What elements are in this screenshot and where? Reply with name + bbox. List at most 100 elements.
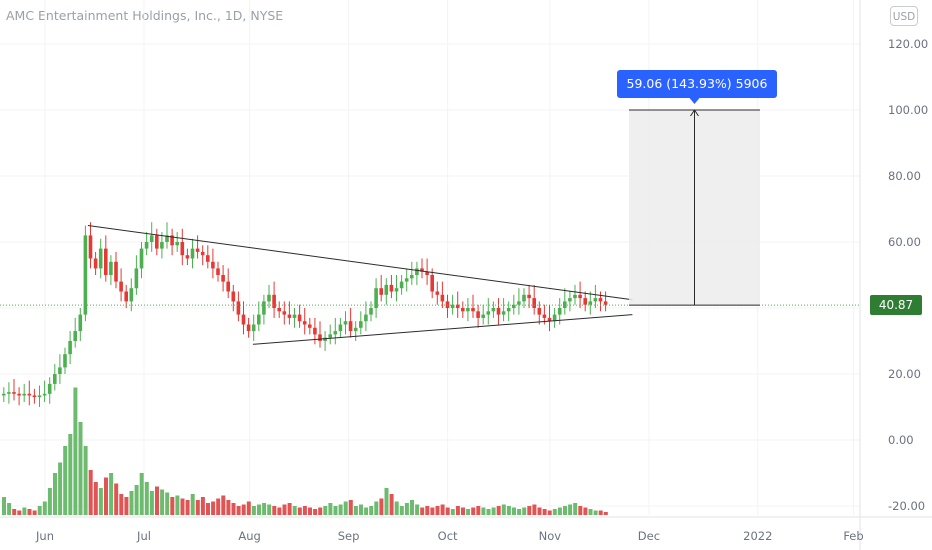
volume-bar: [389, 494, 394, 515]
candle-body: [374, 288, 378, 308]
volume-bar: [262, 503, 267, 515]
volume-bar: [481, 507, 486, 515]
volume-bar: [185, 500, 190, 515]
volume-bar: [32, 510, 37, 515]
candle-body: [338, 324, 343, 332]
volume-bar: [73, 387, 78, 515]
volume-bar: [435, 506, 440, 515]
candle-body: [308, 324, 312, 328]
candle-body: [165, 235, 169, 242]
volume-bar: [200, 497, 205, 515]
candle-body: [262, 301, 266, 315]
volume-bar: [318, 507, 323, 515]
candle-body: [58, 367, 62, 374]
volume-bar: [593, 510, 598, 515]
volume-bar: [364, 507, 369, 515]
candle-body: [318, 334, 322, 341]
y-tick-label: -20.00: [888, 499, 925, 513]
candle-body: [506, 308, 511, 312]
volume-bar: [165, 492, 170, 515]
volume-bar: [246, 501, 251, 515]
candle-body: [134, 268, 139, 289]
candle-body: [231, 291, 236, 302]
candle-body: [287, 314, 292, 318]
candle-body: [98, 248, 103, 269]
x-tick-label: 2022: [743, 529, 772, 543]
candle-body: [226, 281, 230, 292]
volume-bar: [542, 509, 547, 515]
x-tick-label: Oct: [438, 529, 458, 543]
volume-bar: [251, 506, 256, 515]
candle-body: [542, 314, 547, 318]
measure-label: 59.06 (143.93%) 5906: [617, 70, 777, 98]
volume-bar: [180, 498, 185, 515]
volume-bar: [369, 506, 374, 515]
candle-body: [73, 331, 77, 341]
volume-bar: [287, 503, 292, 515]
y-tick-label: 100.00: [888, 103, 928, 117]
candle-body: [348, 321, 353, 332]
volume-bar: [399, 506, 404, 515]
volume-bar: [63, 446, 68, 515]
candle-body: [364, 314, 368, 322]
volume-bar: [522, 507, 527, 515]
candle-body: [333, 331, 338, 335]
volume-bar: [537, 507, 542, 515]
volume-bar: [221, 495, 226, 515]
volume-bar: [486, 509, 491, 515]
candle-body: [277, 308, 281, 312]
candle-body: [450, 304, 455, 308]
volume-bar: [267, 504, 272, 515]
trendlines: [0, 225, 860, 345]
volume-bar: [425, 506, 430, 515]
volume-bars: [2, 387, 608, 515]
candle-body: [200, 251, 205, 256]
volume-bar: [160, 489, 165, 515]
candle-body: [440, 294, 445, 302]
volume-bar: [114, 483, 119, 515]
y-axis: 120.00100.0080.0060.0040.0020.000.00-20.…: [888, 37, 928, 513]
candle-body: [246, 324, 251, 332]
candle-body: [292, 314, 297, 318]
volume-bar: [374, 501, 379, 515]
candle-body: [144, 242, 149, 249]
candle-body: [78, 314, 83, 332]
last-price-tag: 40.87: [870, 295, 922, 315]
currency-button[interactable]: USD: [890, 6, 918, 26]
y-tick-label: 0.00: [888, 433, 914, 447]
candle-body: [129, 288, 134, 302]
volume-bar: [236, 506, 241, 515]
volume-bar: [277, 507, 282, 515]
candle-body: [257, 314, 261, 325]
candle-body: [47, 383, 52, 394]
candle-body: [410, 275, 414, 279]
candle-body: [430, 275, 434, 292]
candles: [2, 222, 608, 407]
volume-bar: [53, 473, 57, 515]
volume-bar: [119, 494, 124, 515]
candle-body: [379, 288, 383, 295]
candle-body: [53, 374, 57, 384]
candle-body: [547, 317, 552, 322]
candle-body: [593, 298, 598, 302]
candle-body: [399, 281, 404, 289]
volume-bar: [404, 503, 409, 515]
candle-body: [532, 298, 536, 308]
candle-body: [22, 393, 26, 396]
volume-bar: [563, 506, 567, 515]
candle-body: [415, 268, 419, 275]
measure-tool: [629, 98, 760, 306]
volume-bar: [292, 506, 297, 515]
candle-body: [27, 393, 32, 396]
candle-body: [119, 281, 123, 292]
candle-body: [170, 235, 174, 246]
candle-body: [32, 395, 37, 398]
x-tick-label: Nov: [539, 529, 562, 543]
y-tick-label: 60.00: [888, 235, 921, 249]
candle-body: [272, 294, 276, 308]
volume-bar: [568, 504, 573, 515]
volume-bar: [98, 488, 103, 515]
candle-body: [359, 321, 363, 328]
y-tick-label: 120.00: [888, 37, 928, 51]
